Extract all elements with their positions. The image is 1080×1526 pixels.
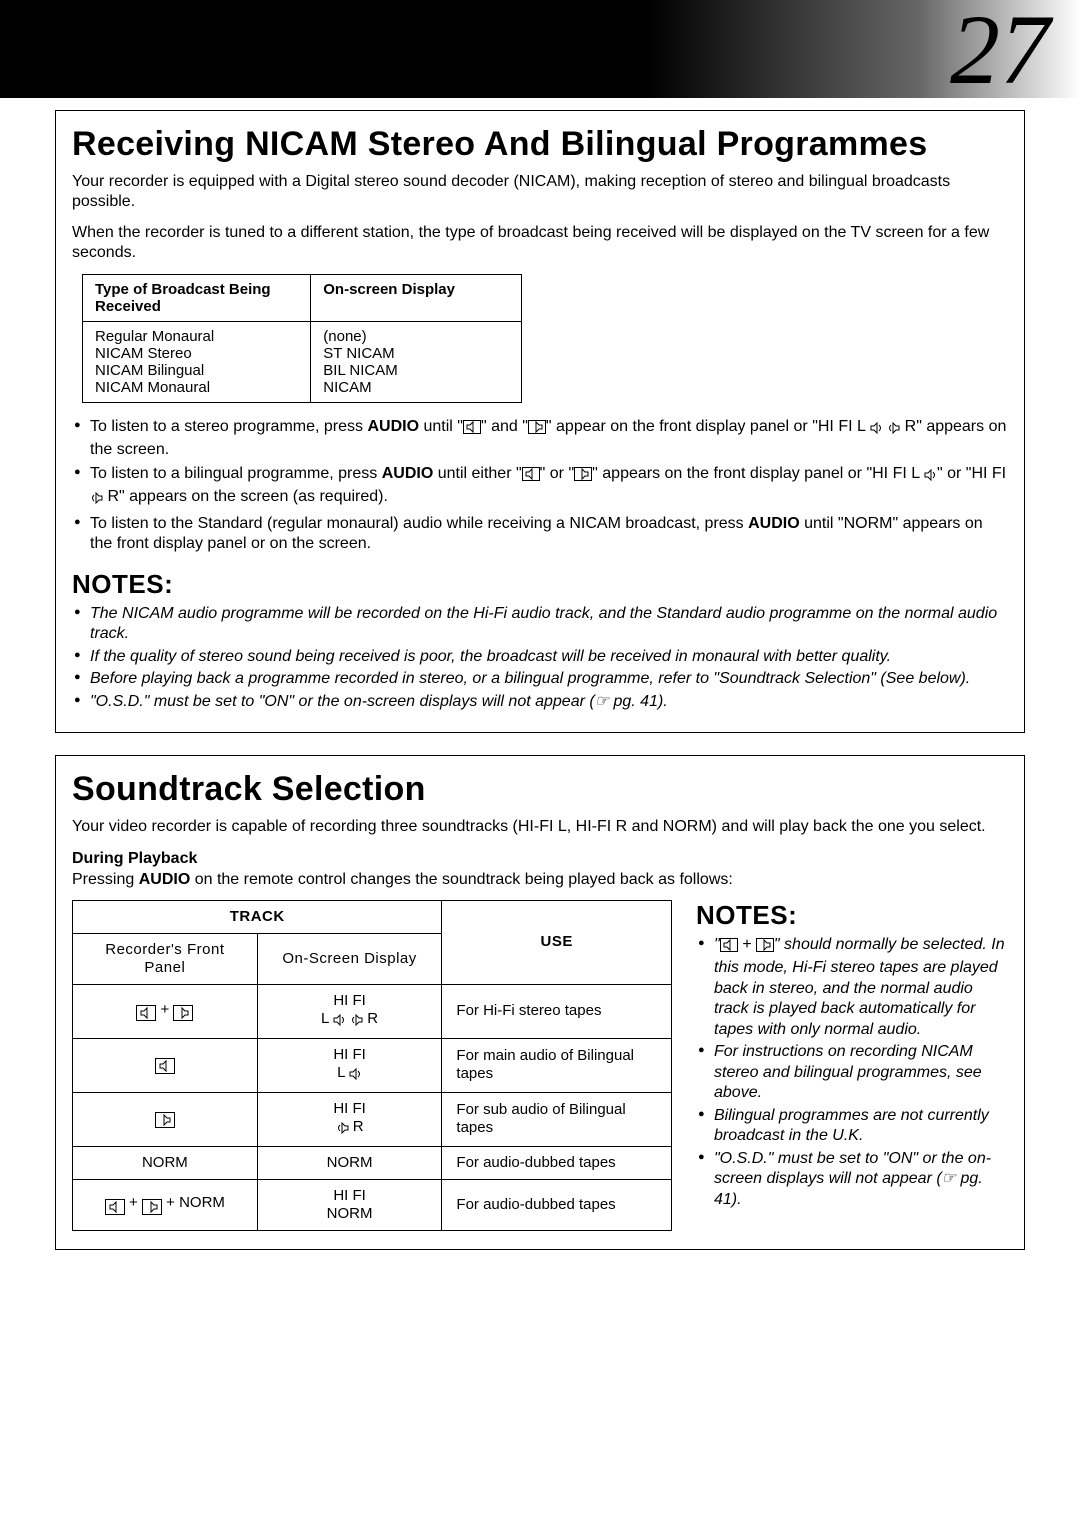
table-subheader: On-Screen Display [257, 933, 442, 984]
list-item: "O.S.D." must be set to "ON" or the on-s… [74, 692, 1008, 712]
table-header: Type of Broadcast Being Received [83, 274, 311, 321]
list-item: "O.S.D." must be set to "ON" or the on-s… [698, 1149, 1008, 1210]
list-item: To listen to a bilingual programme, pres… [74, 464, 1008, 511]
header-gradient-bar: 27 [0, 0, 1080, 98]
list-item: Bilingual programmes are not currently b… [698, 1106, 1008, 1147]
notes-list: The NICAM audio programme will be record… [72, 604, 1008, 712]
section-soundtrack: Soundtrack Selection Your video recorder… [55, 755, 1025, 1250]
table-cell: NORM [73, 1146, 258, 1179]
speaker-left-boxed-icon [720, 938, 738, 958]
sub-paragraph: Pressing AUDIO on the remote control cha… [72, 870, 1008, 890]
notes-heading: NOTES: [696, 900, 1008, 931]
speaker-left-boxed-icon [136, 1005, 156, 1021]
speaker-right-boxed-icon [142, 1199, 162, 1215]
speaker-left-boxed-icon [522, 467, 540, 487]
table-cell: (none) ST NICAM BIL NICAM NICAM [311, 321, 522, 402]
speaker-left-icon [870, 420, 883, 440]
table-cell: For Hi-Fi stereo tapes [442, 984, 672, 1038]
table-cell: NORM [257, 1146, 442, 1179]
table-cell: For audio-dubbed tapes [442, 1179, 672, 1230]
track-table: TRACK USE Recorder's Front Panel On-Scre… [72, 900, 672, 1231]
broadcast-table: Type of Broadcast Being Received On-scre… [82, 274, 522, 403]
intro-paragraph: When the recorder is tuned to a differen… [72, 223, 1008, 264]
sub-heading: During Playback [72, 850, 1008, 868]
speaker-right-boxed-icon [756, 938, 774, 958]
list-item: Before playing back a programme recorded… [74, 669, 1008, 689]
speaker-right-boxed-icon [155, 1112, 175, 1128]
right-notes: NOTES: " + " should normally be selected… [696, 900, 1008, 1212]
speaker-left-boxed-icon [105, 1199, 125, 1215]
list-item: For instructions on recording NICAM ster… [698, 1042, 1008, 1103]
table-header: On-screen Display [311, 274, 522, 321]
notes-heading: NOTES: [72, 569, 1008, 600]
speaker-right-icon [90, 490, 103, 510]
section-title: Receiving NICAM Stereo And Bilingual Pro… [72, 125, 1008, 164]
speaker-right-icon [887, 420, 900, 440]
section-title: Soundtrack Selection [72, 770, 1008, 809]
list-item: If the quality of stereo sound being rec… [74, 647, 1008, 667]
table-cell: + [73, 984, 258, 1038]
speaker-left-icon [924, 467, 937, 487]
speaker-right-boxed-icon [574, 467, 592, 487]
table-cell: HI FI L [257, 1038, 442, 1092]
table-header: USE [442, 900, 672, 984]
speaker-left-icon [349, 1067, 362, 1085]
instruction-list: To listen to a stereo programme, press A… [72, 417, 1008, 555]
speaker-left-boxed-icon [463, 420, 481, 440]
table-cell [73, 1038, 258, 1092]
list-item: To listen to the Standard (regular monau… [74, 514, 1008, 555]
intro-paragraph: Your video recorder is capable of record… [72, 817, 1008, 837]
list-item: To listen to a stereo programme, press A… [74, 417, 1008, 461]
table-cell: HI FI L R [257, 984, 442, 1038]
table-cell [73, 1092, 258, 1146]
table-cell: Regular Monaural NICAM Stereo NICAM Bili… [83, 321, 311, 402]
speaker-left-boxed-icon [155, 1058, 175, 1074]
speaker-right-icon [350, 1013, 363, 1031]
table-cell: + + NORM [73, 1179, 258, 1230]
table-cell: For main audio of Bilingual tapes [442, 1038, 672, 1092]
list-item: The NICAM audio programme will be record… [74, 604, 1008, 645]
list-item: " + " should normally be selected. In th… [698, 935, 1008, 1040]
table-cell: For sub audio of Bilingual tapes [442, 1092, 672, 1146]
table-subheader: Recorder's Front Panel [73, 933, 258, 984]
table-cell: HI FI R [257, 1092, 442, 1146]
speaker-right-icon [336, 1121, 349, 1139]
notes-list: " + " should normally be selected. In th… [696, 935, 1008, 1210]
table-header: TRACK [73, 900, 442, 933]
speaker-right-boxed-icon [173, 1005, 193, 1021]
page-content: Receiving NICAM Stereo And Bilingual Pro… [0, 98, 1080, 1302]
intro-paragraph: Your recorder is equipped with a Digital… [72, 172, 1008, 213]
speaker-left-icon [333, 1013, 346, 1031]
page-number: 27 [950, 0, 1050, 100]
section-nicam: Receiving NICAM Stereo And Bilingual Pro… [55, 110, 1025, 733]
table-cell: HI FI NORM [257, 1179, 442, 1230]
speaker-right-boxed-icon [528, 420, 546, 440]
table-cell: For audio-dubbed tapes [442, 1146, 672, 1179]
